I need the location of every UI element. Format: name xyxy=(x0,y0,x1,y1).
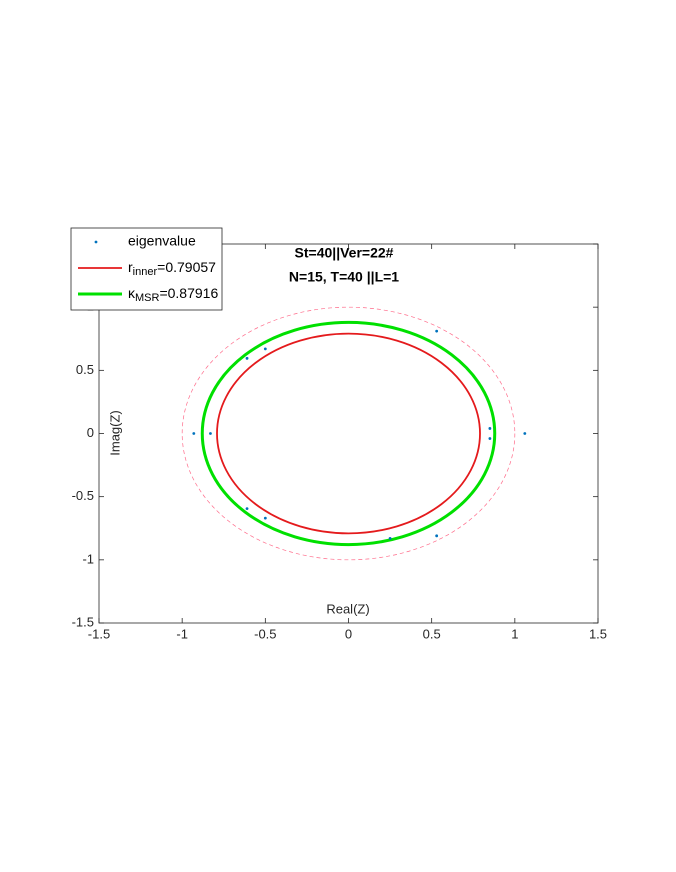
legend-label: eigenvalue xyxy=(128,233,196,249)
eigenvalue-point xyxy=(245,356,249,360)
eigenvalue-point xyxy=(263,347,267,351)
legend-subscript: inner xyxy=(133,266,158,278)
radius-circle xyxy=(200,320,497,547)
y-tick-label: -1.5 xyxy=(72,614,94,629)
y-tick-label: 0 xyxy=(87,425,94,440)
radius-circle xyxy=(216,332,481,535)
eigenvalue-point xyxy=(488,437,492,440)
eigenvalue-point xyxy=(435,534,439,538)
eigenvalue-point xyxy=(263,516,267,520)
chart-subtitle: N=15, T=40 ||L=1 xyxy=(289,269,399,285)
x-tick-label: 1.5 xyxy=(589,626,607,641)
x-tick-label: 1 xyxy=(511,626,518,641)
legend: eigenvalue rinner=0.79057 κMSR=0.87916 xyxy=(70,227,223,311)
legend-subscript: MSR xyxy=(135,292,160,304)
eigenvalue-point xyxy=(245,507,249,511)
legend-value: =0.79057 xyxy=(157,259,216,275)
x-tick-label: 0 xyxy=(345,626,352,641)
legend-label: κMSR=0.87916 xyxy=(128,285,218,304)
eigenvalue-point xyxy=(209,432,212,435)
x-tick-label: -1.5 xyxy=(88,626,110,641)
y-tick-label: -1 xyxy=(82,551,94,566)
chart-title: St=40||Ver=22# xyxy=(295,245,394,261)
x-tick-label: 0.5 xyxy=(423,626,441,641)
legend-name: κ xyxy=(128,285,136,301)
x-tick-label: -1 xyxy=(176,626,188,641)
y-tick-label: 0.5 xyxy=(76,362,94,377)
legend-name: r xyxy=(128,259,133,275)
x-tick-label: -0.5 xyxy=(254,626,276,641)
eigenvalue-point xyxy=(488,427,492,430)
y-tick-label: -0.5 xyxy=(72,488,94,503)
legend-label: rinner=0.79057 xyxy=(128,259,216,278)
eigenvalue-point xyxy=(192,432,196,435)
eigenvalue-point xyxy=(388,536,392,540)
eigenvalue-point xyxy=(435,329,439,333)
eigenvalue-point xyxy=(523,432,527,435)
reference-circle xyxy=(181,306,516,561)
legend-marker xyxy=(94,240,98,244)
x-axis-label: Real(Z) xyxy=(326,601,369,616)
y-axis-label: Imag(Z) xyxy=(107,410,122,456)
legend-value: =0.87916 xyxy=(159,285,218,301)
